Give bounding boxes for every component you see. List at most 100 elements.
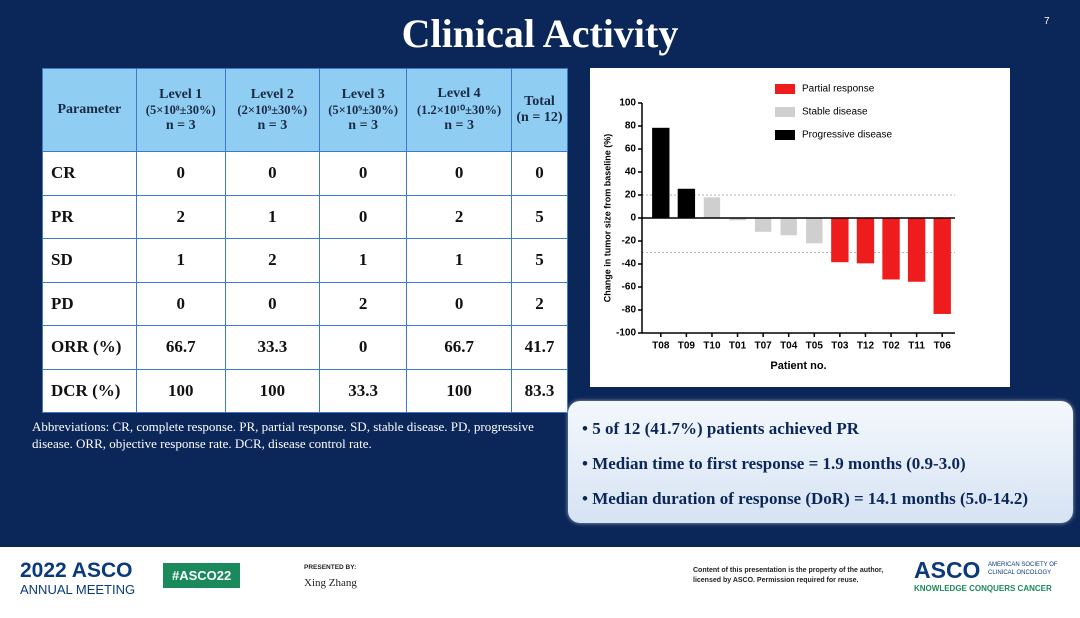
disclaimer: Content of this presentation is the prop…	[693, 567, 884, 584]
table-row: SD 1 2 1 1 5	[42, 238, 569, 283]
y-tick-label: 80	[625, 121, 637, 132]
bar	[806, 218, 823, 244]
header-line: n = 3	[257, 117, 288, 133]
y-tick-label: 0	[630, 213, 636, 224]
legend-label: Stable disease	[802, 107, 868, 118]
cell: 1	[135, 238, 226, 283]
bar	[729, 218, 746, 221]
legend-label: Progressive disease	[802, 130, 892, 141]
bar	[831, 217, 849, 263]
x-tick-label: T01	[729, 341, 747, 352]
legend-swatch	[775, 107, 795, 117]
bar	[754, 218, 772, 232]
cell: 66.7	[406, 325, 512, 370]
bullet-text: Median duration of response (DoR) = 14.1…	[592, 489, 1028, 508]
cell: 0	[406, 281, 512, 326]
cell: 0	[318, 194, 408, 239]
cell: 5	[510, 194, 569, 239]
bar	[703, 197, 721, 218]
cell: 0	[510, 151, 569, 196]
waterfall-chart: -100 -80 -60 -40 -20 0 20 40 60 80 100 T08 T09 T10 T01…	[590, 68, 1010, 387]
cell: 41.7	[510, 325, 569, 370]
y-tick-label: -100	[616, 328, 636, 339]
table-row: CR 0 0 0 0 0	[42, 151, 569, 196]
y-tick-label: 60	[625, 144, 637, 155]
cell: 0	[224, 151, 320, 196]
footer: 2022 ASCO ANNUAL MEETING #ASCO22 PRESENT…	[0, 547, 1080, 618]
row-label: PR	[42, 194, 137, 239]
cell: 1	[406, 238, 512, 283]
header-line: Level 2	[250, 86, 294, 102]
header-line: (5×10⁸±30%)	[145, 102, 216, 117]
hashtag: #ASCO22	[163, 563, 241, 588]
cell: 5	[510, 238, 569, 283]
cell: 2	[318, 281, 408, 326]
bar	[856, 217, 875, 264]
cell: 1	[224, 194, 320, 239]
cell: 33.3	[318, 368, 408, 413]
y-tick-label: 40	[625, 167, 637, 178]
x-tick-label: T03	[831, 341, 849, 352]
bullet-text: Median time to first response = 1.9 mont…	[592, 454, 966, 473]
y-tick-label: -80	[622, 305, 637, 316]
cell: 0	[318, 325, 408, 370]
legend-label: Partial response	[802, 84, 875, 95]
x-tick-label: T07	[755, 341, 773, 352]
cell: 1	[318, 238, 408, 283]
x-tick-label: T12	[857, 341, 875, 352]
y-axis-label: Change in tumor size from baseline (%)	[602, 134, 612, 303]
tagline: KNOWLEDGE CONQUERS CANCER	[914, 584, 1052, 593]
bullet: • Median duration of response (DoR) = 14…	[582, 489, 1028, 508]
header-line: (5×10⁹±30%)	[328, 102, 399, 117]
table-row: ORR (%) 66.7 33.3 0 66.7 41.7	[42, 325, 569, 370]
bar	[933, 217, 951, 314]
results-table: Parameter Level 1 (5×10⁸±30%) n = 3 Level 2(…	[42, 68, 569, 413]
y-tick-label: 100	[619, 98, 636, 109]
cell: 2	[406, 194, 512, 239]
cell: 0	[406, 151, 512, 196]
x-tick-label: T11	[908, 341, 925, 352]
cell: 33.3	[224, 325, 320, 370]
header-line: Level 4	[437, 86, 481, 101]
cell: 2	[224, 238, 320, 283]
header-cell: Level 1 (5×10⁸±30%) n = 3	[135, 68, 226, 152]
cell: 100	[135, 368, 226, 413]
table-row: DCR (%) 100 100 33.3 100 83.3	[42, 368, 569, 413]
x-tick-label: T02	[882, 341, 900, 352]
x-axis-label: Patient no.	[770, 360, 826, 372]
row-label: SD	[42, 238, 137, 283]
cell: 0	[318, 151, 408, 196]
x-tick-label: T06	[934, 341, 952, 352]
presented-by: PRESENTED BY:	[304, 564, 357, 571]
meeting-name: 2022 ASCO	[20, 559, 133, 582]
x-tick-label: T08	[652, 341, 670, 352]
header-cell: Level 2 (2×10⁹±30%) n = 3	[224, 68, 320, 152]
abbreviations: Abbreviations: CR, complete response. PR…	[32, 419, 534, 451]
header-cell: Level 3 (5×10⁹±30%) n = 3	[318, 68, 408, 152]
cell: 0	[224, 281, 320, 326]
legend-swatch	[775, 130, 795, 140]
cell: 2	[510, 281, 569, 326]
cell: 0	[135, 281, 226, 326]
page-number: 7	[1044, 16, 1050, 27]
legend-swatch	[775, 84, 795, 94]
cell: 2	[135, 194, 226, 239]
x-tick-label: T09	[678, 341, 696, 352]
header-line: n = 3	[165, 117, 196, 133]
y-tick-label: -60	[622, 282, 637, 293]
header-line: (1.2×10¹⁰±30%)	[417, 103, 502, 117]
header-row: Parameter Level 1 (5×10⁸±30%) n = 3 Level 2(…	[42, 68, 569, 152]
header-cell: Total (n = 12)	[510, 68, 569, 152]
bullet: • Median time to first response = 1.9 mo…	[582, 454, 966, 473]
cell: 100	[406, 368, 512, 413]
x-tick-label: T05	[806, 341, 824, 352]
header-cell: Parameter	[42, 68, 137, 152]
row-label: ORR (%)	[42, 325, 137, 370]
meeting-sub: ANNUAL MEETING	[20, 582, 136, 597]
header-line: Total	[524, 94, 555, 109]
x-tick-label: T10	[703, 341, 721, 352]
cell: 0	[135, 151, 226, 196]
bullet-box: • 5 of 12 (41.7%) patients achieved PR • …	[568, 401, 1073, 523]
y-tick-label: -20	[622, 236, 637, 247]
